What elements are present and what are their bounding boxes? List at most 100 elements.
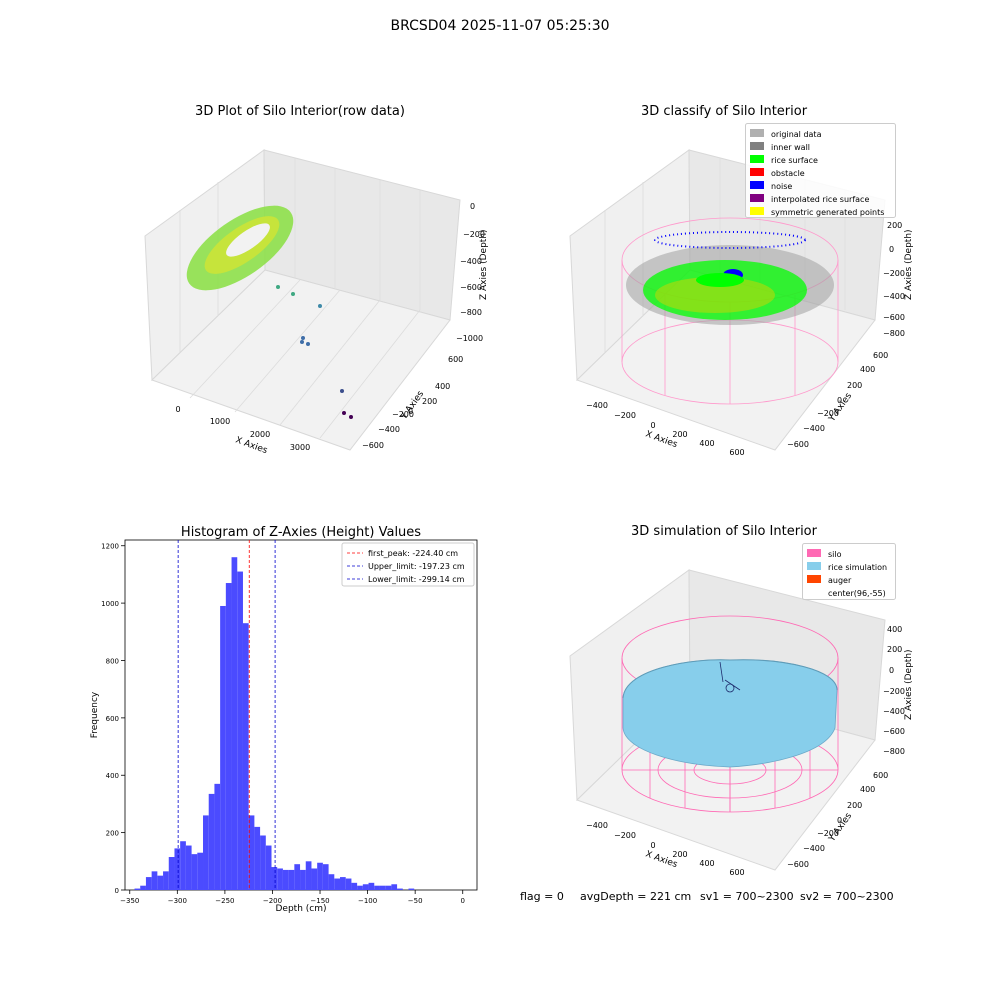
- raw-yticks: 600 400 200 0 −200 −400 −600: [362, 355, 463, 450]
- classify-label: inner wall: [771, 143, 810, 152]
- classify-ytick: 0: [837, 396, 842, 405]
- simulation-label: silo: [828, 550, 842, 559]
- simulation-swatch: [807, 562, 821, 570]
- histogram-xtick-label: −50: [408, 897, 423, 905]
- histogram-bar: [225, 583, 232, 890]
- classify-ytick: −200: [817, 409, 839, 418]
- histogram-bar: [328, 874, 335, 890]
- classify-zticks: 200 0 −200 −400 −600 −800: [883, 221, 905, 338]
- simulation-xticks: −400 −200 0 200 400 600: [586, 821, 745, 877]
- histogram-bars: [134, 557, 415, 890]
- classify-xtick: 0: [650, 421, 655, 430]
- classify-xticks: −400 −200 0 200 400 600: [586, 401, 745, 457]
- raw-grid: [179, 158, 421, 439]
- simulation-zlabel: Z Axies (Depth): [904, 649, 914, 720]
- classify-swatch: [750, 194, 764, 202]
- histogram-reference-lines: [177, 540, 276, 890]
- histogram-bar: [180, 841, 186, 890]
- simulation-zticks: 400 200 0 −200 −400 −600 −800: [883, 625, 905, 756]
- histogram-bar: [185, 845, 192, 890]
- raw-xtick: 1000: [210, 417, 230, 426]
- classify-panel-title: 3D classify of Silo Interior: [640, 104, 808, 119]
- simulation-xtick: −400: [586, 821, 608, 830]
- raw-ztick: 0: [470, 202, 475, 211]
- histogram-xtick-label: −350: [120, 897, 139, 905]
- raw-ztick: −1000: [456, 334, 483, 343]
- raw-zlabel: Z Axies (Depth): [479, 229, 489, 300]
- classify-yticks: 600 400 200 0 −200 −400 −600: [787, 351, 888, 449]
- simulation-3d-plot: −400 −200 0 200 400 600 X Axies 600 400 …: [569, 569, 914, 877]
- classify-xtick: 600: [729, 448, 744, 457]
- classify-label: interpolated rice surface: [771, 195, 869, 204]
- simulation-ytick: 200: [847, 801, 862, 810]
- classify-ytick: 200: [847, 381, 862, 390]
- classify-legend: original data inner wall rice surface obsta…: [745, 123, 896, 218]
- classify-label: symmetric generated points: [771, 208, 884, 217]
- simulation-ytick: 400: [860, 785, 875, 794]
- simulation-panel-title: 3D simulation of Silo Interior: [631, 524, 817, 539]
- simulation-xtick: 0: [650, 841, 655, 850]
- histogram-bar: [408, 888, 415, 890]
- histogram-bar: [391, 884, 398, 890]
- simulation-ytick: 600: [873, 771, 888, 780]
- simulation-ztick: −800: [883, 747, 905, 756]
- classify-xtick: 400: [699, 439, 714, 448]
- histogram-bar: [288, 869, 295, 890]
- histogram-bar: [362, 884, 369, 890]
- simulation-ytick: −400: [803, 844, 825, 853]
- simulation-yticks: 600 400 200 0 −200 −400 −600: [787, 771, 888, 869]
- histogram-legend: first_peak: -224.40 cm Upper_limit: -197.…: [341, 542, 475, 587]
- histogram-title: Histogram of Z-Axies (Height) Values: [181, 525, 421, 540]
- histogram-bar: [271, 867, 278, 890]
- histogram-bar: [231, 557, 238, 890]
- classify-label: noise: [771, 182, 792, 191]
- simulation-ztick: −400: [883, 707, 905, 716]
- raw-ztick: −400: [460, 257, 482, 266]
- simulation-xtick: −200: [614, 831, 636, 840]
- classify-swatch: [750, 155, 764, 163]
- raw-ytick: 400: [435, 382, 450, 391]
- classify-swatch: [750, 142, 764, 150]
- histogram-ytick-label: 800: [106, 657, 119, 665]
- raw-ztick: −600: [460, 283, 482, 292]
- histogram-bar: [322, 864, 329, 890]
- histogram-ytick-label: 1200: [101, 543, 119, 551]
- classify-xtick: −200: [614, 411, 636, 420]
- classify-ytick: −400: [803, 424, 825, 433]
- raw-ytick: −600: [362, 441, 384, 450]
- raw-3d-plot: 0 1000 2000 3000 X Axies 600 400 200 0 −…: [144, 149, 489, 456]
- simulation-ytick: −600: [787, 860, 809, 869]
- histogram-xtick-label: 0: [460, 897, 464, 905]
- histogram-ytick-label: 600: [106, 715, 119, 723]
- raw-point-cloud: [186, 205, 353, 419]
- simulation-label: rice simulation: [828, 563, 887, 572]
- histogram-ytick-label: 1000: [101, 600, 119, 608]
- histogram-ytick-label: 0: [115, 887, 119, 895]
- histogram-xticks: −350 −300 −250 −200 −150 −100 −50 0: [120, 890, 465, 905]
- histogram-bar: [145, 877, 152, 890]
- histogram-bar: [260, 835, 266, 890]
- histogram-bar: [374, 885, 380, 890]
- histogram-bar: [242, 623, 249, 890]
- classify-ytick: 400: [860, 365, 875, 374]
- histogram-bar: [254, 826, 261, 890]
- histogram-bar: [203, 815, 209, 890]
- classify-ztick: 200: [887, 221, 902, 230]
- histogram-bar: [163, 871, 169, 890]
- raw-ytick: 0: [408, 407, 413, 416]
- simulation-ytick: 0: [837, 816, 842, 825]
- histogram-bar: [237, 571, 243, 890]
- simulation-ztick: −600: [883, 727, 905, 736]
- simulation-auger-marker: [719, 661, 741, 693]
- histogram-xlabel: Depth (cm): [275, 904, 326, 914]
- histogram-bar: [282, 869, 289, 890]
- histogram-legend-box: [341, 542, 475, 587]
- histogram-bar: [265, 845, 272, 890]
- histogram-bar: [197, 852, 204, 890]
- classify-swatch: [750, 168, 764, 176]
- histogram-bar: [311, 868, 318, 890]
- histogram-xtick-label: −250: [215, 897, 234, 905]
- histogram-xtick-label: −200: [263, 897, 282, 905]
- classify-swatch: [750, 207, 764, 215]
- raw-zticks: 0 −200 −400 −600 −800 −1000: [456, 202, 485, 343]
